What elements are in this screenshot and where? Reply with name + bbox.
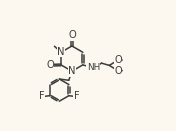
Text: O: O [68, 30, 76, 40]
Text: O: O [114, 55, 122, 65]
Text: O: O [46, 60, 54, 70]
Text: F: F [74, 91, 79, 101]
Text: F: F [39, 91, 45, 101]
Text: N: N [58, 47, 65, 57]
Text: O: O [114, 66, 122, 76]
Text: NH: NH [87, 63, 100, 72]
Text: N: N [68, 66, 76, 76]
